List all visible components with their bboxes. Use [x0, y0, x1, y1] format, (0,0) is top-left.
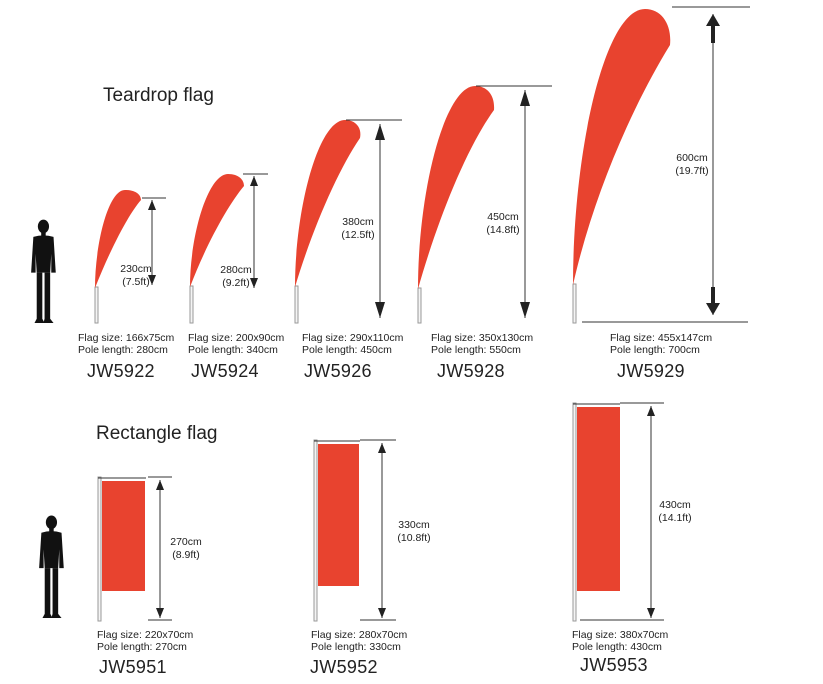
model-number: JW5926: [304, 361, 372, 381]
arrow-up-icon: [375, 124, 385, 140]
model-number: JW5929: [617, 361, 685, 381]
model-number: JW5953: [580, 655, 648, 675]
rectangle-section-title: Rectangle flag: [96, 423, 217, 444]
teardrop-item: 600cm (19.7ft) Flag size: 455x147cm Pole…: [572, 6, 750, 381]
flag-icon: [573, 9, 671, 285]
height-ft: (14.8ft): [486, 224, 519, 236]
flag-size: Flag size: 220x70cm: [97, 629, 194, 641]
flag-pole: [313, 439, 318, 622]
arrow-down-icon: [520, 302, 530, 318]
arrow-down-icon: [706, 287, 720, 315]
model-number: JW5924: [191, 361, 259, 381]
arrow-up-icon: [647, 406, 655, 416]
teardrop-item: 450cm (14.8ft) Flag size: 350x130cm Pole…: [417, 85, 552, 381]
pole-length: Pole length: 330cm: [311, 641, 401, 653]
height-ft: (14.1ft): [658, 512, 691, 524]
flag-size: Flag size: 380x70cm: [572, 629, 669, 641]
model-number: JW5952: [310, 657, 378, 677]
pole-length: Pole length: 450cm: [302, 344, 392, 356]
arrow-up-icon: [520, 90, 530, 106]
height-ft: (12.5ft): [341, 229, 374, 241]
height-cm: 430cm: [659, 499, 691, 511]
height-cm: 280cm: [220, 264, 252, 276]
arrow-down-icon: [375, 302, 385, 318]
flag-icon: [577, 407, 620, 591]
height-cm: 450cm: [487, 211, 519, 223]
model-number: JW5922: [87, 361, 155, 381]
flag-icon: [190, 174, 244, 287]
arrow-down-icon: [378, 608, 386, 618]
flag-icon: [418, 86, 495, 289]
model-number: JW5928: [437, 361, 505, 381]
pole-length: Pole length: 340cm: [188, 344, 278, 356]
height-ft: (19.7ft): [675, 165, 708, 177]
rectangle-item: 330cm (10.8ft) Flag size: 280x70cm Pole …: [310, 439, 431, 677]
arrow-up-icon: [378, 443, 386, 453]
flag-size: Flag size: 350x130cm: [431, 332, 533, 344]
flag-size: Flag size: 166x75cm: [78, 332, 175, 344]
flag-pole: [417, 287, 422, 324]
teardrop-item: 380cm (12.5ft) Flag size: 290x110cm Pole…: [294, 119, 404, 381]
arrow-up-icon: [250, 176, 258, 186]
flag-size: Flag size: 455x147cm: [610, 332, 712, 344]
flag-icon: [318, 444, 359, 586]
pole-length: Pole length: 430cm: [572, 641, 662, 653]
height-ft: (10.8ft): [397, 532, 430, 544]
flag-size: Flag size: 280x70cm: [311, 629, 408, 641]
arrow-down-icon: [250, 278, 258, 288]
rectangle-item: 430cm (14.1ft) Flag size: 380x70cm Pole …: [572, 402, 692, 675]
rectangle-item: 270cm (8.9ft) Flag size: 220x70cm Pole l…: [97, 476, 202, 677]
model-number: JW5951: [99, 657, 167, 677]
flag-pole: [97, 476, 102, 622]
height-ft: (7.5ft): [122, 276, 149, 288]
teardrop-item: 280cm (9.2ft) Flag size: 200x90cm Pole l…: [188, 173, 285, 381]
arrow-up-icon: [148, 200, 156, 210]
flag-pole: [294, 285, 299, 324]
height-ft: (9.2ft): [222, 277, 249, 289]
height-ft: (8.9ft): [172, 549, 199, 561]
flag-pole: [189, 285, 194, 324]
arrow-down-icon: [156, 608, 164, 618]
flag-size: Flag size: 290x110cm: [302, 332, 404, 344]
teardrop-section-title: Teardrop flag: [103, 85, 214, 106]
flag-pole: [572, 402, 577, 622]
person-silhouette-icon: [31, 219, 56, 323]
height-cm: 600cm: [676, 152, 708, 164]
pole-length: Pole length: 700cm: [610, 344, 700, 356]
arrow-up-icon: [156, 480, 164, 490]
height-cm: 270cm: [170, 536, 202, 548]
flag-size: Flag size: 200x90cm: [188, 332, 285, 344]
flag-icon: [95, 190, 141, 288]
height-cm: 230cm: [120, 263, 152, 275]
arrow-down-icon: [647, 608, 655, 618]
pole-length: Pole length: 550cm: [431, 344, 521, 356]
flag-icon: [295, 120, 361, 287]
flag-icon: [102, 481, 145, 591]
flag-pole: [94, 286, 99, 324]
height-cm: 380cm: [342, 216, 374, 228]
arrow-down-icon: [148, 275, 156, 285]
pole-length: Pole length: 270cm: [97, 641, 187, 653]
pole-length: Pole length: 280cm: [78, 344, 168, 356]
height-cm: 330cm: [398, 519, 430, 531]
flag-pole: [572, 283, 577, 324]
teardrop-item: 230cm (7.5ft) Flag size: 166x75cm Pole l…: [78, 190, 175, 381]
arrow-up-icon: [706, 14, 720, 43]
person-silhouette-icon: [39, 515, 64, 618]
